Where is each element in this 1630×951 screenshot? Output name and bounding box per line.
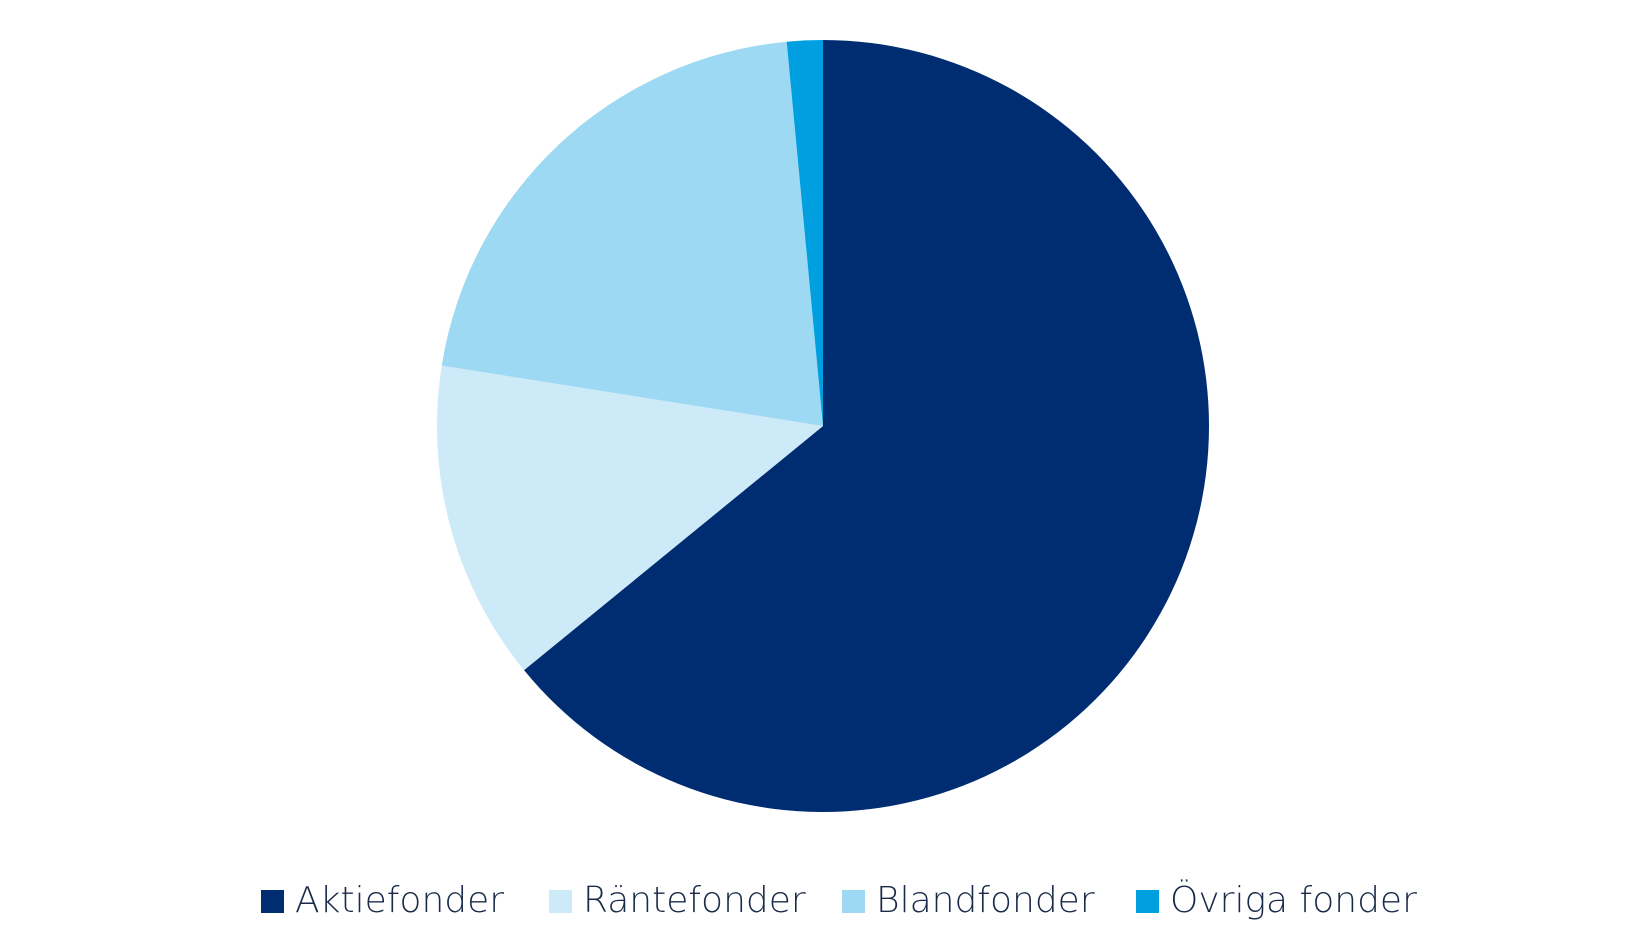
pie-slice xyxy=(441,41,823,427)
legend-swatch xyxy=(549,890,572,913)
pie-slice xyxy=(436,365,823,671)
legend-label: Blandfonder xyxy=(876,880,1095,921)
legend-swatch xyxy=(842,890,865,913)
legend-swatch xyxy=(261,890,284,913)
pie-slice xyxy=(786,40,823,426)
legend-label: Aktiefonder xyxy=(295,880,504,921)
legend-label: Räntefonder xyxy=(583,880,806,921)
legend-swatch xyxy=(1136,890,1159,913)
pie-slice xyxy=(524,40,1209,813)
legend-label: Övriga fonder xyxy=(1170,879,1417,921)
